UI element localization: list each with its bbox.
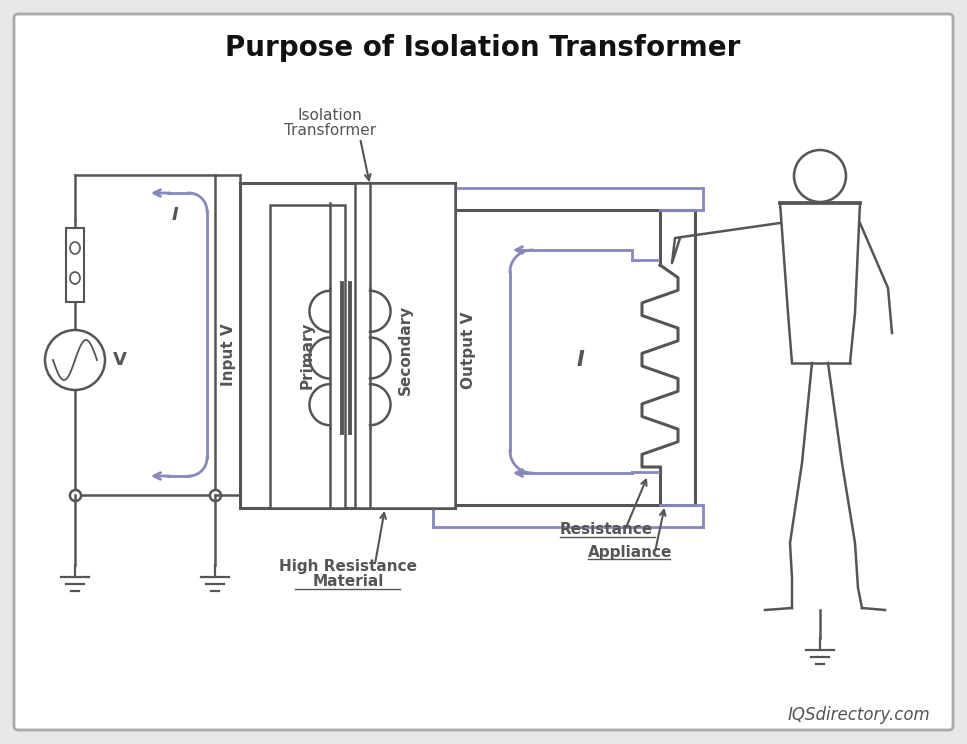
Text: Primary: Primary: [300, 321, 314, 389]
Text: Secondary: Secondary: [397, 305, 413, 395]
Ellipse shape: [70, 242, 80, 254]
Text: I: I: [576, 350, 584, 370]
Bar: [240, 183, 455, 508]
Text: V: V: [113, 351, 127, 369]
Text: Appliance: Appliance: [588, 545, 672, 559]
Bar: [355, 183, 455, 508]
Text: Output V: Output V: [460, 311, 476, 388]
Text: Resistance: Resistance: [560, 522, 654, 537]
Ellipse shape: [70, 272, 80, 284]
Text: Input V: Input V: [220, 324, 236, 386]
Text: Isolation: Isolation: [298, 107, 363, 123]
Text: Transformer: Transformer: [284, 123, 376, 138]
Circle shape: [45, 330, 105, 390]
Text: Material: Material: [312, 574, 384, 589]
Text: Purpose of Isolation Transformer: Purpose of Isolation Transformer: [225, 34, 741, 62]
Text: High Resistance: High Resistance: [279, 559, 417, 574]
Bar: [270, 205, 345, 508]
Bar: [455, 210, 695, 505]
FancyBboxPatch shape: [14, 14, 953, 730]
Text: I: I: [171, 206, 178, 224]
Bar: [66, 228, 84, 302]
Text: IQSdirectory.com: IQSdirectory.com: [787, 706, 930, 724]
